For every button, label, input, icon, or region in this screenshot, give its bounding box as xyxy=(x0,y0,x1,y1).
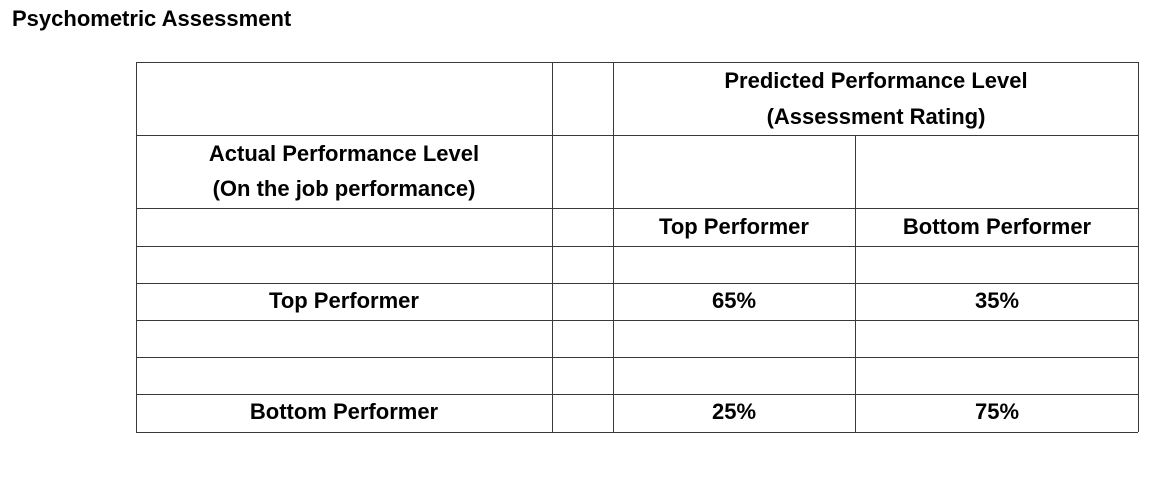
column-header: Top Performer xyxy=(659,214,809,239)
row-group-header: (On the job performance) xyxy=(213,176,476,201)
table-body: Top Performer Bottom Performer Top Perform… xyxy=(250,214,1092,424)
table-cell: 35% xyxy=(975,288,1019,313)
column-group-header: Predicted Performance Level xyxy=(724,68,1027,93)
table-cell: 25% xyxy=(712,399,756,424)
table-grid xyxy=(136,62,1139,433)
column-header: Bottom Performer xyxy=(903,214,1092,239)
row-label: Top Performer xyxy=(269,288,419,313)
column-group-header: (Assessment Rating) xyxy=(767,104,986,129)
row-label: Bottom Performer xyxy=(250,399,439,424)
row-group-header: Actual Performance Level xyxy=(209,141,479,166)
title: Psychometric Assessment xyxy=(12,6,292,31)
table-cell: 65% xyxy=(712,288,756,313)
table-cell: 75% xyxy=(975,399,1019,424)
